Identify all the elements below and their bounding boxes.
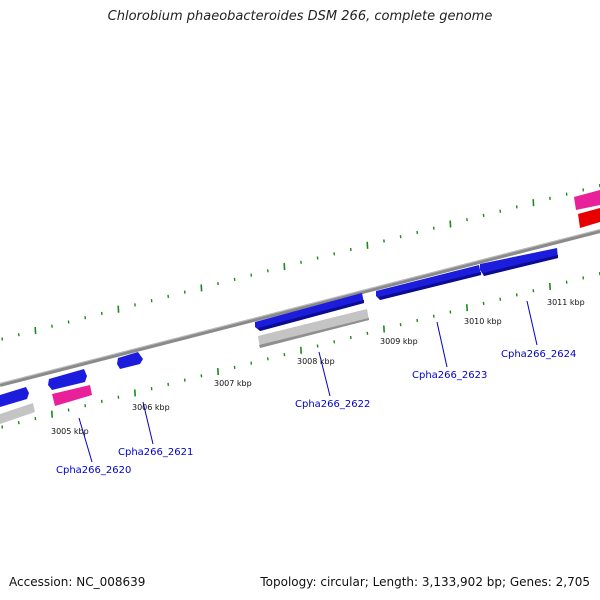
red-feature-right xyxy=(578,208,600,228)
scale-label-3005: 3005 kbp xyxy=(51,427,89,436)
lower-tick-band xyxy=(1,272,600,429)
gene-shade xyxy=(258,300,364,331)
genome-backbone xyxy=(0,229,600,387)
scale-label-3008: 3008 kbp xyxy=(297,357,335,366)
genome-backbone-highlight xyxy=(0,229,600,384)
gene-label-cpha266-2620[interactable]: Cpha266_2620 xyxy=(56,465,131,476)
gene-shade xyxy=(379,272,481,300)
gene-feature-cpha266-2623[interactable] xyxy=(376,265,481,300)
gray-feature-left xyxy=(0,403,35,424)
gene-feature-cpha266-2622[interactable] xyxy=(255,293,364,331)
pink-feature-right xyxy=(574,190,600,210)
scale-label-3009: 3009 kbp xyxy=(380,337,418,346)
gray-feature-2622 xyxy=(258,309,369,348)
gene-feature-cpha266-2624[interactable] xyxy=(480,248,558,276)
leader-line-2623 xyxy=(436,321,448,368)
leader-line-2622 xyxy=(318,351,331,397)
accession-text: Accession: NC_008639 xyxy=(9,575,146,589)
gene-label-cpha266-2621[interactable]: Cpha266_2621 xyxy=(118,447,193,458)
gene-label-cpha266-2623[interactable]: Cpha266_2623 xyxy=(412,370,487,381)
gene-shade xyxy=(483,255,558,276)
scale-label-3006: 3006 kbp xyxy=(132,403,170,412)
gray-feature-shade xyxy=(259,318,369,348)
scale-label-3007: 3007 kbp xyxy=(214,379,252,388)
leader-line-2621 xyxy=(142,401,154,445)
gene-label-cpha266-2624[interactable]: Cpha266_2624 xyxy=(501,349,576,360)
leader-line-2624 xyxy=(526,300,538,346)
gene-feature-cpha266-2620b[interactable] xyxy=(48,369,87,390)
gene-feature-cpha266-2621[interactable] xyxy=(117,352,143,369)
gene-feature-cpha266-2620[interactable] xyxy=(0,387,29,407)
gene-label-cpha266-2622[interactable]: Cpha266_2622 xyxy=(295,399,370,410)
topology-text: Topology: circular; Length: 3,133,902 bp… xyxy=(260,575,590,589)
scale-label-3011: 3011 kbp xyxy=(547,298,585,307)
leader-line-2620 xyxy=(78,417,93,463)
pink-feature-left xyxy=(52,385,92,406)
map-title: Chlorobium phaeobacteroides DSM 266, com… xyxy=(107,9,493,24)
scale-label-3010: 3010 kbp xyxy=(464,317,502,326)
